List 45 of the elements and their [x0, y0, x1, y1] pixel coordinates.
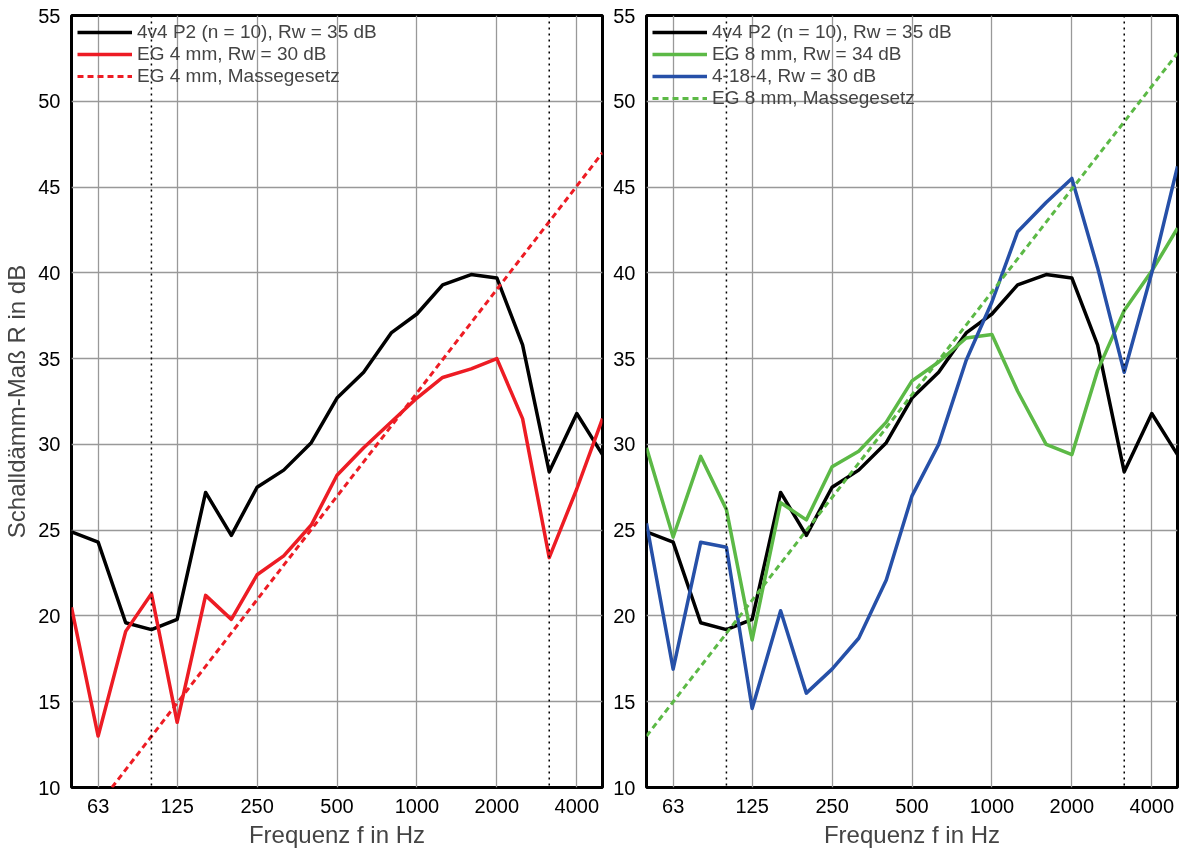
x-tick-label: 63	[662, 794, 685, 817]
x-tick-label: 4000	[1129, 794, 1175, 817]
x-tick-label: 1000	[969, 794, 1015, 817]
y-tick-label: 30	[613, 433, 636, 456]
legend-label: EG 4 mm, Rw = 30 dB	[137, 43, 327, 65]
x-tick-label: 500	[320, 794, 354, 817]
y-tick-label: 45	[38, 176, 61, 199]
y-tick-label: 35	[613, 347, 636, 370]
y-tick-label: 40	[38, 261, 61, 284]
y-tick-label: 20	[613, 604, 636, 627]
y-tick-label: 15	[38, 690, 61, 713]
x-axis-title: Frequenz f in Hz	[823, 820, 1001, 848]
legend-label: EG 8 mm, Massegesetz	[712, 87, 915, 109]
y-tick-label: 30	[38, 433, 61, 456]
x-tick-label: 63	[87, 794, 110, 817]
y-tick-label: 20	[38, 604, 61, 627]
y-tick-label: 55	[38, 4, 61, 27]
y-tick-label: 15	[613, 690, 636, 713]
x-tick-label: 250	[815, 794, 849, 817]
x-tick-label: 2000	[1049, 794, 1095, 817]
x-tick-label: 1000	[394, 794, 440, 817]
legend-label: 4v4 P2 (n = 10), Rw = 35 dB	[137, 21, 377, 43]
x-axis-title: Frequenz f in Hz	[248, 820, 426, 848]
x-tick-label: 500	[895, 794, 929, 817]
y-tick-label: 10	[613, 776, 636, 799]
y-tick-label: 45	[613, 176, 636, 199]
x-tick-label: 4000	[554, 794, 600, 817]
legend-label: EG 8 mm, Rw = 34 dB	[712, 43, 902, 65]
line-series	[646, 164, 1178, 711]
y-tick-label: 50	[613, 90, 636, 113]
legend-label: 4v4 P2 (n = 10), Rw = 35 dB	[712, 21, 952, 43]
legend-label: 4-18-4, Rw = 30 dB	[712, 65, 877, 87]
y-tick-label: 40	[613, 261, 636, 284]
y-tick-label: 10	[38, 776, 61, 799]
y-axis-title: Schalldämm-Maß R in dB	[3, 264, 31, 539]
x-tick-label: 250	[240, 794, 274, 817]
y-tick-label: 55	[613, 4, 636, 27]
y-tick-label: 50	[38, 90, 61, 113]
y-tick-label: 35	[38, 347, 61, 370]
x-tick-label: 125	[160, 794, 194, 817]
x-tick-label: 125	[735, 794, 769, 817]
y-tick-label: 25	[38, 519, 61, 542]
legend-label: EG 4 mm, Massegesetz	[137, 65, 340, 87]
x-tick-label: 2000	[474, 794, 520, 817]
y-tick-label: 25	[613, 519, 636, 542]
